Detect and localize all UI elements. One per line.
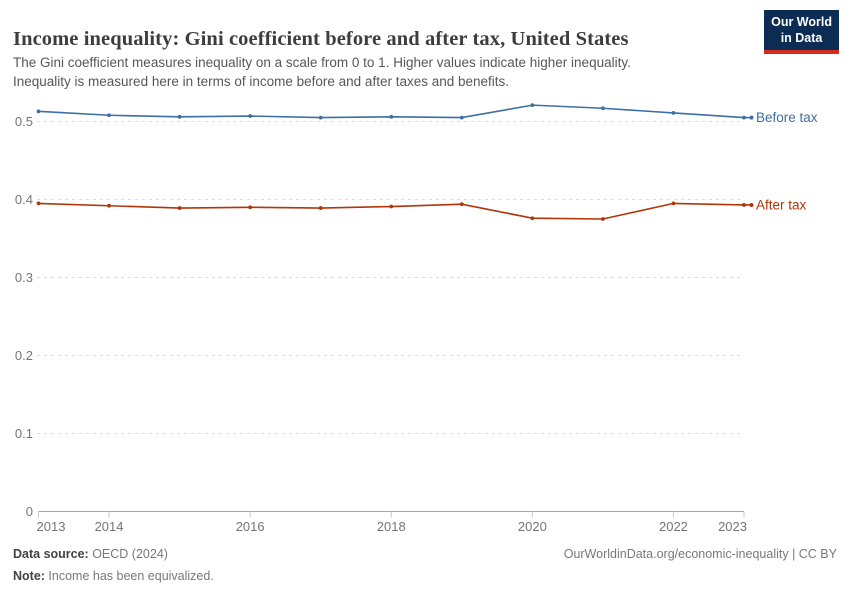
label-marker-after-tax: [749, 202, 754, 207]
x-tick-label: 2013: [37, 519, 66, 534]
data-source-line: Data source: OECD (2024): [13, 547, 168, 561]
x-tick-label: 2020: [518, 519, 547, 534]
y-tick-label: 0.3: [15, 270, 33, 285]
data-point-before-tax: [671, 111, 676, 115]
data-point-after-tax: [107, 203, 111, 208]
data-point-after-tax: [248, 205, 253, 210]
note-label: Note:: [13, 569, 45, 583]
data-point-before-tax: [177, 114, 182, 119]
data-point-before-tax: [389, 114, 394, 119]
data-point-after-tax: [459, 202, 464, 207]
data-source-label: Data source:: [13, 547, 89, 561]
chart-subtitle: The Gini coefficient measures inequality…: [13, 53, 733, 91]
subtitle-line-1: The Gini coefficient measures inequality…: [13, 55, 631, 70]
data-point-after-tax: [601, 217, 605, 221]
chart-title: Income inequality: Gini coefficient befo…: [13, 27, 629, 50]
data-point-before-tax: [601, 106, 605, 111]
data-point-before-tax: [318, 115, 323, 120]
data-point-before-tax: [107, 113, 111, 118]
y-tick-label: 0: [26, 504, 33, 519]
data-point-after-tax: [36, 201, 41, 206]
y-tick-label: 0.5: [15, 114, 33, 129]
x-tick-label: 2022: [659, 519, 688, 534]
x-tick-label: 2023: [718, 519, 747, 534]
y-tick-label: 0.1: [15, 426, 33, 441]
data-point-after-tax: [389, 204, 394, 209]
logo-text-line1: Our World: [771, 15, 832, 29]
label-marker-before-tax: [749, 115, 754, 120]
data-point-before-tax: [459, 115, 464, 120]
y-tick-label: 0.4: [15, 192, 33, 207]
chart-canvas: 0 0.1 0.2 0.3 0.4 0.5 2013 2014 2016 2018 2020 2022…: [15, 103, 818, 534]
x-tick-label: 2014: [95, 519, 124, 534]
data-point-after-tax: [671, 201, 676, 206]
data-point-before-tax: [36, 109, 41, 114]
y-tick-label: 0.2: [15, 348, 33, 363]
note-line: Note: Income has been equivalized.: [13, 569, 214, 583]
subtitle-line-2: Inequality is measured here in terms of …: [13, 74, 510, 90]
data-point-before-tax: [530, 103, 535, 108]
data-point-before-tax: [248, 114, 253, 118]
data-point-after-tax: [177, 206, 182, 210]
x-tick-label: 2018: [377, 519, 406, 534]
owid-url-link[interactable]: OurWorldinData.org/economic-inequality |…: [563, 547, 837, 561]
series-label-before-tax: Before tax: [756, 110, 818, 125]
note-value: Income has been equivalized.: [44, 569, 214, 583]
owid-logo[interactable]: Our World in Data: [764, 10, 839, 55]
data-point-after-tax: [318, 206, 323, 210]
x-tick-label: 2016: [236, 519, 265, 534]
logo-text-line2: in Data: [780, 30, 823, 45]
series-label-after-tax: After tax: [756, 197, 807, 212]
data-source-value: OECD (2024): [88, 547, 168, 561]
data-point-after-tax: [530, 216, 535, 221]
